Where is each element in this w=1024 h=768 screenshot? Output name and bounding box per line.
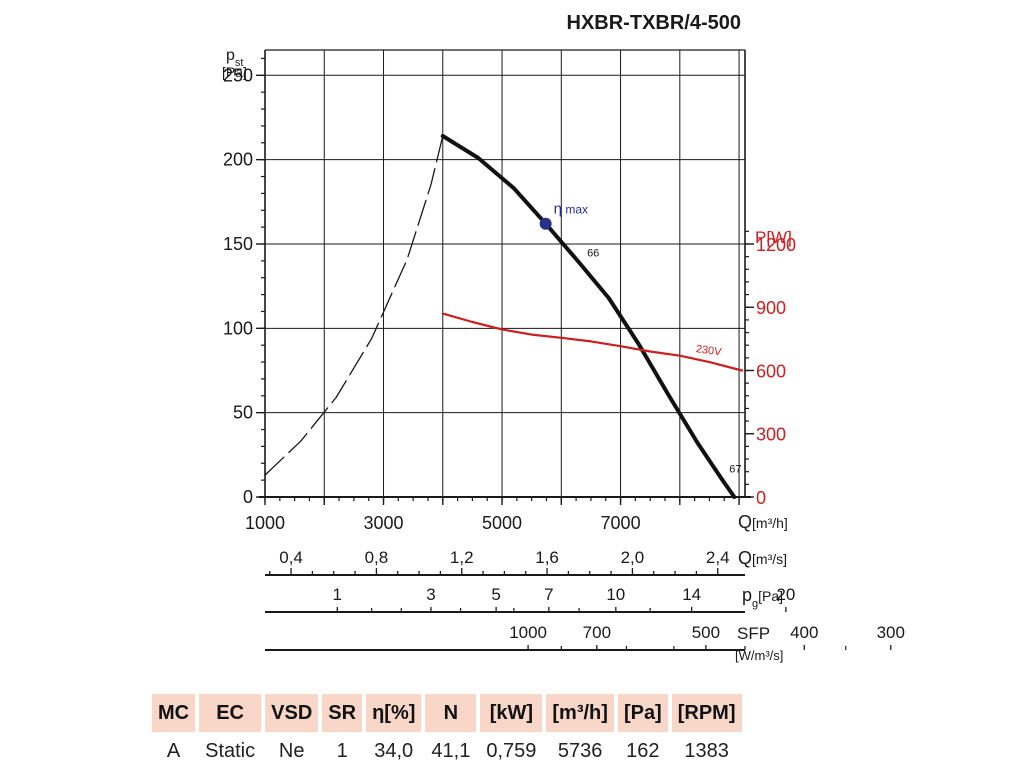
x-tick-label: 1000 bbox=[245, 513, 285, 533]
spec-table-value-row: A Static Ne 1 34,0 41,1 0,759 5736 162 1… bbox=[152, 732, 742, 766]
curve-series-0 bbox=[264, 135, 444, 476]
eta-max-point bbox=[539, 217, 552, 230]
secondary-tick-label: 500 bbox=[692, 623, 720, 642]
secondary-tick-label: 400 bbox=[790, 623, 818, 642]
value-sr: 1 bbox=[336, 739, 348, 762]
y-tick-label: 200 bbox=[223, 150, 253, 170]
secondary-tick-label: 0,8 bbox=[365, 548, 389, 567]
header-efficiency: η[%] bbox=[366, 694, 422, 732]
x-axis-label: Q[m³/h] bbox=[738, 512, 788, 532]
y2-tick-label: 600 bbox=[756, 361, 786, 381]
secondary-tick-label: 10 bbox=[606, 585, 625, 604]
secondary-tick-label: 1 bbox=[333, 585, 342, 604]
secondary-scale-unit-line2: [W/m³/s] bbox=[735, 648, 783, 663]
x-tick-label: 7000 bbox=[601, 513, 641, 533]
y-tick-label: 0 bbox=[243, 487, 253, 507]
secondary-scale-pg: 1 3 5 7 10 14 20 bbox=[265, 585, 795, 613]
value-ec: Static bbox=[205, 739, 256, 762]
curve-annotation-1: 67 bbox=[729, 463, 741, 475]
secondary-tick-label: 1,6 bbox=[535, 548, 559, 567]
value-rpm: 1383 bbox=[684, 739, 729, 762]
value-flow: 5736 bbox=[557, 739, 603, 762]
value-pressure: 162 bbox=[626, 739, 660, 762]
header-sr: SR bbox=[322, 694, 363, 732]
y2-tick-label: 0 bbox=[756, 488, 766, 508]
header-ec: EC bbox=[199, 694, 262, 732]
secondary-tick-label: 2,0 bbox=[621, 548, 645, 567]
value-mc: A bbox=[166, 739, 181, 762]
value-n: 41,1 bbox=[431, 739, 471, 762]
secondary-scale-q: 0,4 0,8 1,2 1,6 2,0 2,4 bbox=[265, 548, 745, 576]
eta-max-label: η max bbox=[554, 201, 588, 218]
header-power: [kW] bbox=[480, 694, 543, 732]
curve-annotation-0: 66 bbox=[587, 248, 599, 260]
y2-tick-label: 300 bbox=[756, 425, 786, 445]
secondary-tick-label: 1000 bbox=[509, 623, 547, 642]
y-axis-unit: [Pa] bbox=[222, 64, 247, 80]
curve-series-1 bbox=[440, 134, 737, 499]
y-tick-label: 250 bbox=[223, 65, 253, 85]
y2-axis-label: P[W] bbox=[755, 228, 792, 247]
secondary-scale-unit: pg[Pa] bbox=[742, 585, 783, 610]
secondary-tick-label: 20 bbox=[776, 585, 795, 604]
curve-annotation-2: 230V bbox=[695, 343, 723, 359]
value-vsd: Ne bbox=[278, 739, 305, 762]
header-pressure: [Pa] bbox=[617, 694, 668, 732]
secondary-tick-label: 1,2 bbox=[450, 548, 474, 567]
y-tick-label: 150 bbox=[223, 234, 253, 254]
value-power: 0,759 bbox=[486, 739, 537, 762]
fan-spec-table: MC EC VSD SR η[%] N [kW] [m³/h] [Pa] [RP… bbox=[148, 694, 746, 766]
y-tick-label: 100 bbox=[223, 318, 253, 338]
secondary-scale-sfp: 1000 700 500 400 300 SFP [W/m³/s] bbox=[265, 623, 905, 663]
y2-tick-label: 900 bbox=[756, 298, 786, 318]
chart-grid bbox=[265, 50, 745, 497]
secondary-tick-label: 2,4 bbox=[706, 548, 730, 567]
secondary-tick-label: 7 bbox=[544, 585, 553, 604]
secondary-tick-label: 14 bbox=[682, 585, 701, 604]
y-axis-label: pst bbox=[226, 47, 243, 69]
spec-table-header-row: MC EC VSD SR η[%] N [kW] [m³/h] [Pa] [RP… bbox=[152, 694, 742, 732]
chart-title: HXBR-TXBR/4-500 bbox=[567, 12, 741, 34]
y2-tick-label: 1200 bbox=[756, 235, 796, 255]
curve-series-2 bbox=[441, 312, 744, 372]
value-efficiency: 34,0 bbox=[374, 739, 414, 762]
y-tick-label: 50 bbox=[233, 403, 253, 423]
secondary-scale-unit: Q[m³/s] bbox=[738, 548, 787, 568]
secondary-scale-unit: SFP bbox=[737, 624, 770, 643]
header-flow: [m³/h] bbox=[546, 694, 614, 732]
secondary-tick-label: 700 bbox=[583, 623, 611, 642]
secondary-tick-label: 3 bbox=[426, 585, 435, 604]
x-tick-label: 3000 bbox=[363, 513, 403, 533]
secondary-tick-label: 0,4 bbox=[279, 548, 303, 567]
x-tick-label: 5000 bbox=[482, 513, 522, 533]
header-rpm: [RPM] bbox=[671, 694, 742, 732]
header-mc: MC bbox=[152, 694, 196, 732]
secondary-tick-label: 300 bbox=[877, 623, 905, 642]
fan-performance-chart: HXBR-TXBR/4-500050100150200250pst[Pa]030… bbox=[222, 12, 905, 663]
header-vsd: VSD bbox=[265, 694, 319, 732]
secondary-tick-label: 5 bbox=[491, 585, 500, 604]
header-n: N bbox=[425, 694, 477, 732]
